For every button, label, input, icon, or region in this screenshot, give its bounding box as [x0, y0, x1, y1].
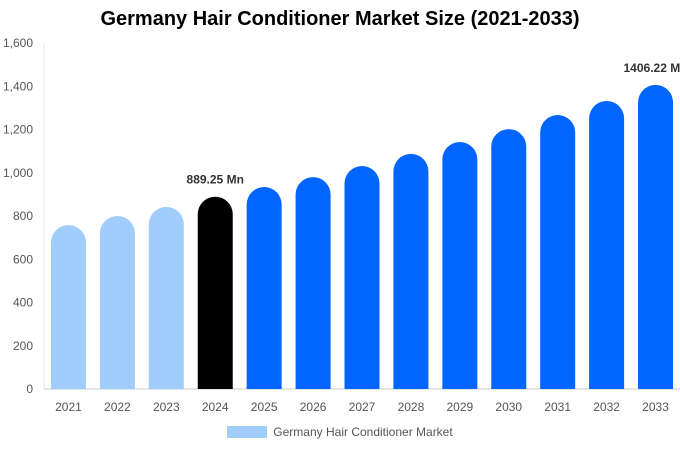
- y-tick-label: 1,000: [3, 166, 33, 180]
- x-tick-label: 2033: [642, 400, 669, 414]
- y-tick-label: 200: [13, 339, 33, 353]
- bar-2028: [393, 153, 429, 389]
- legend-swatch: [227, 426, 268, 438]
- chart-title: Germany Hair Conditioner Market Size (20…: [100, 8, 580, 30]
- x-tick-label: 2025: [251, 400, 278, 414]
- x-tick-label: 2023: [153, 400, 180, 414]
- bar-2022: [99, 216, 135, 389]
- bar-2027: [344, 166, 380, 389]
- bar-2032: [589, 100, 625, 389]
- bar-2021: [50, 225, 86, 389]
- data-label: 889.25 Mn: [187, 173, 244, 187]
- x-tick-label: 2026: [300, 400, 327, 414]
- bar-2033: [638, 84, 674, 390]
- bar-2025: [246, 187, 282, 389]
- x-tick-label: 2024: [202, 400, 229, 414]
- x-tick-label: 2031: [544, 400, 571, 414]
- x-tick-label: 2027: [349, 400, 376, 414]
- y-tick-label: 800: [13, 209, 33, 223]
- x-tick-label: 2022: [104, 400, 131, 414]
- bar-2024: [197, 196, 233, 389]
- bar-2030: [491, 129, 527, 389]
- x-tick-label: 2028: [398, 400, 425, 414]
- x-tick-label: 2030: [495, 400, 522, 414]
- x-tick-label: 2032: [593, 400, 620, 414]
- x-tick-label: 2021: [55, 400, 82, 414]
- x-tick-label: 2029: [446, 400, 473, 414]
- legend-label: Germany Hair Conditioner Market: [273, 425, 453, 439]
- legend: Germany Hair Conditioner Market: [0, 425, 680, 439]
- bar-2023: [148, 206, 184, 389]
- y-tick-label: 1,400: [3, 79, 33, 93]
- y-tick-label: 1,600: [3, 36, 33, 50]
- y-tick-label: 1,200: [3, 123, 33, 137]
- y-tick-label: 0: [26, 382, 33, 396]
- bar-2026: [295, 177, 331, 389]
- bar-2029: [442, 142, 478, 389]
- data-label: 1406.22 Mn: [624, 61, 680, 75]
- y-tick-label: 600: [13, 252, 33, 266]
- y-tick-label: 400: [13, 296, 33, 310]
- bar-2031: [540, 115, 576, 390]
